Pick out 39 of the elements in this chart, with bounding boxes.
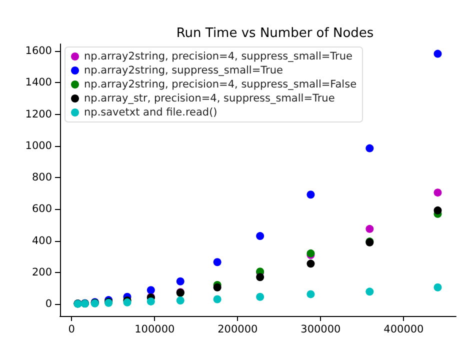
point — [146, 286, 155, 294]
y-tick-label: 600 — [32, 203, 52, 216]
point — [176, 277, 184, 286]
point — [306, 260, 315, 268]
point — [434, 283, 442, 292]
x-tick-label: 300000 — [300, 324, 341, 336]
y-tick-label: 1000 — [25, 140, 52, 152]
legend-label: np.array_str, precision=4, suppress_small=True — [84, 92, 335, 104]
y-tick-label: 200 — [32, 266, 52, 278]
y-tick-label: 1400 — [25, 76, 52, 89]
point — [213, 258, 222, 266]
legend-label: np.savetxt and file.read() — [84, 106, 218, 118]
point — [434, 188, 442, 197]
point — [213, 295, 222, 304]
point — [256, 232, 264, 240]
point — [306, 290, 315, 298]
legend-label: np.array2string, precision=4, suppress_small=True — [84, 50, 352, 62]
point — [434, 50, 442, 58]
y-tick-label: 400 — [32, 234, 52, 247]
y-tick-label: 0 — [45, 298, 52, 310]
point — [434, 206, 442, 214]
point — [256, 292, 264, 301]
x-tick-label: 100000 — [134, 324, 175, 336]
point — [306, 190, 315, 199]
point — [366, 144, 374, 152]
y-tick-label: 800 — [32, 172, 52, 184]
point — [146, 297, 155, 306]
x-tick-label: 200000 — [218, 324, 258, 336]
legend-label: np.array2string, suppress_small=True — [84, 64, 283, 76]
chart-title: Run Time vs Number of Nodes — [176, 26, 374, 41]
point — [176, 296, 184, 305]
point — [366, 288, 374, 296]
x-tick-label: 400000 — [384, 324, 424, 336]
y-tick-label: 1600 — [25, 45, 52, 58]
point — [256, 273, 264, 282]
legend-label: np.array2string, precision=4, suppress_small=False — [84, 78, 357, 90]
point — [366, 224, 374, 233]
y-tick-label: 1200 — [25, 108, 52, 120]
x-tick-label: 0 — [68, 324, 75, 336]
